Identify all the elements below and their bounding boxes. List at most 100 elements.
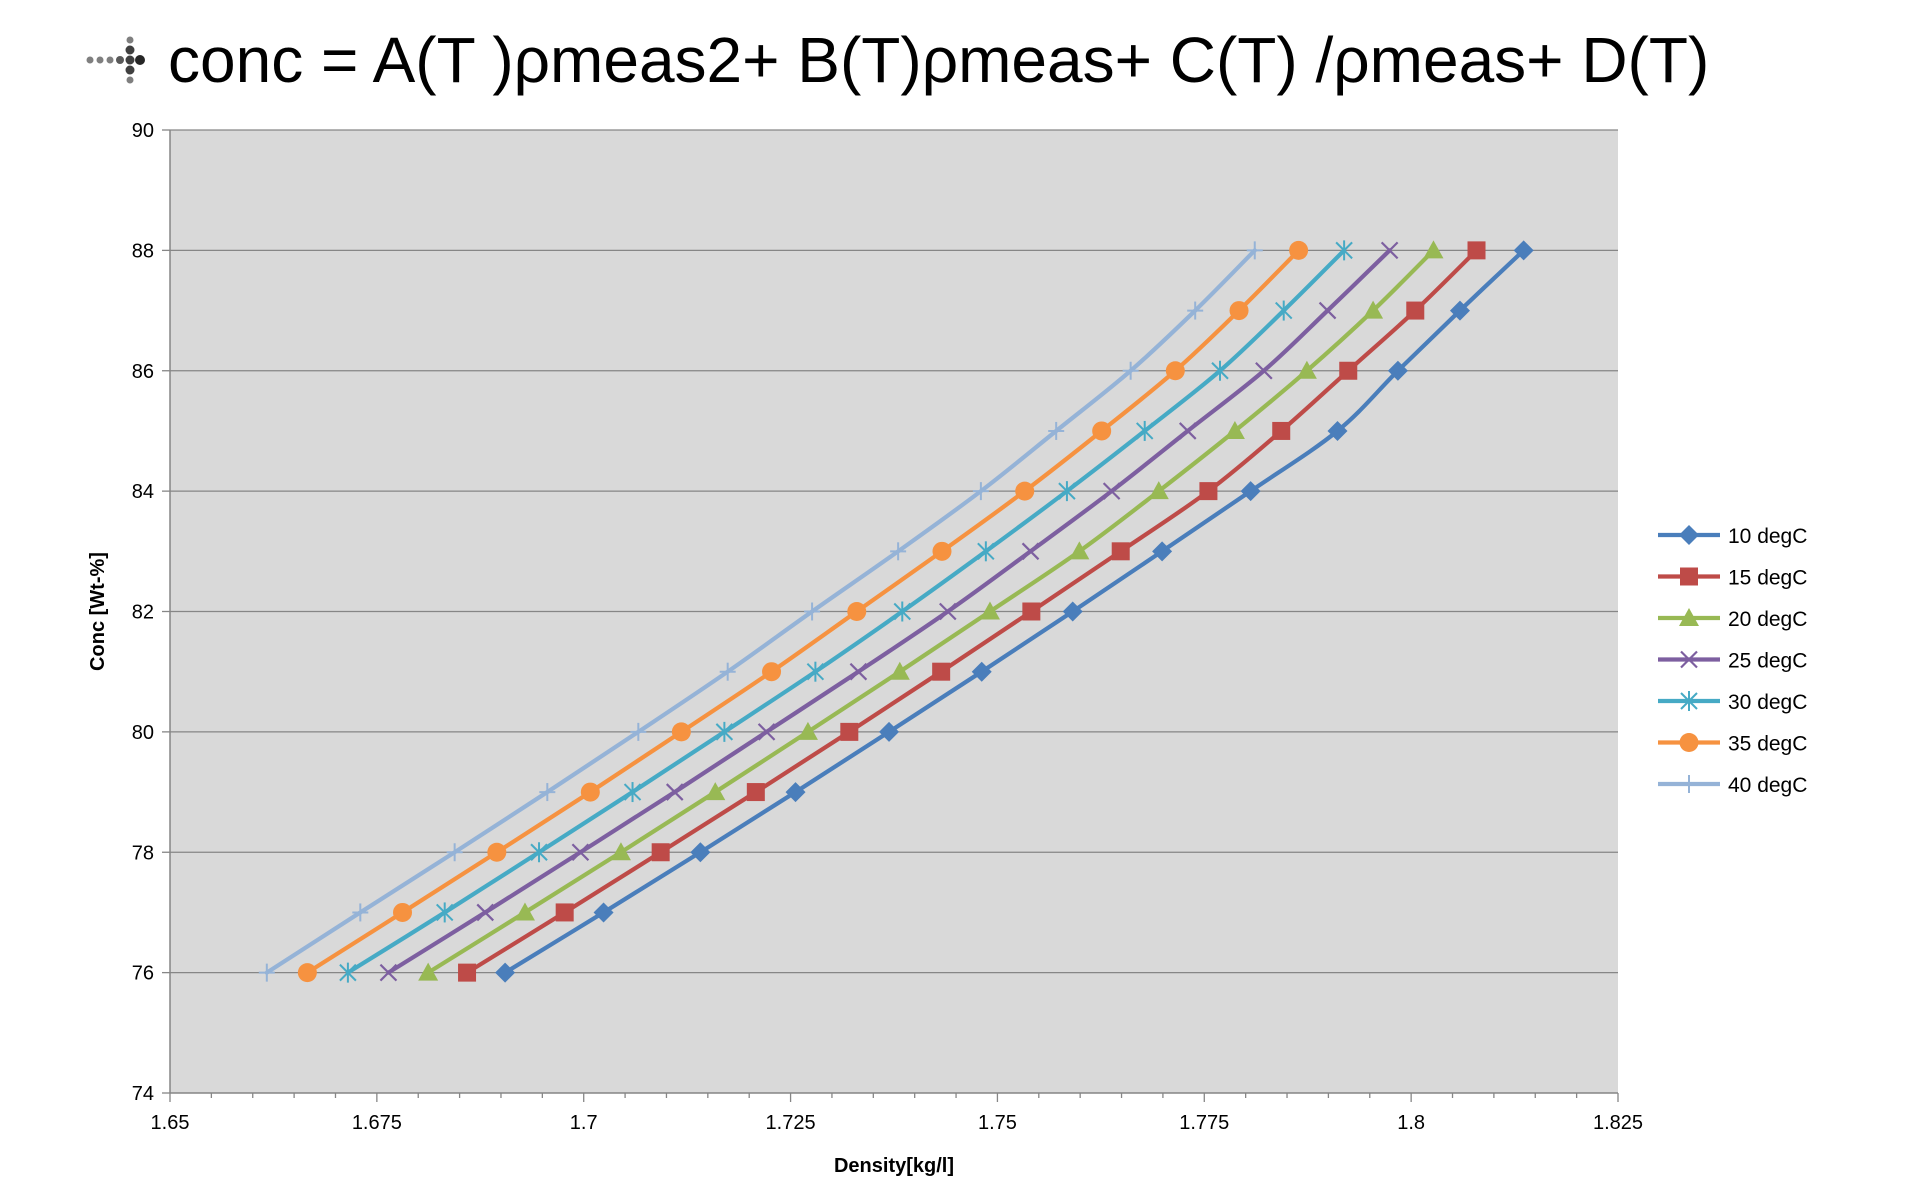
data-point-15-degc [651,843,670,862]
data-point-30-degc [806,661,825,682]
legend-item-10-degc: 10 degC [1658,525,1807,548]
data-point-40-degc [352,903,369,922]
slide-title: conc = A(T )ρmeas2+ B(T)ρmeas+ C(T) /ρme… [86,20,1709,100]
legend-label: 30 degC [1728,691,1807,714]
data-point-10-degc [495,962,516,983]
data-point-35-degc [1289,240,1309,260]
legend-label: 35 degC [1728,733,1807,756]
y-tick-label: 74 [132,1083,154,1105]
y-tick-label: 88 [132,240,154,262]
data-point-20-degc [1069,541,1090,560]
data-point-25-degc [939,602,957,621]
data-point-25-degc [1255,361,1273,380]
data-point-20-degc [1363,300,1384,319]
data-point-30-degc [435,902,454,923]
data-point-40-degc [258,963,275,982]
x-tick-label: 1.75 [978,1112,1017,1134]
data-point-40-degc [804,602,821,621]
legend-item-25-degc: 25 degC [1658,650,1807,673]
data-point-40-degc [446,843,463,862]
data-point-10-degc [1240,481,1261,502]
data-point-10-degc [593,902,614,923]
series-30-degc [339,240,1353,983]
y-tick-label: 84 [132,481,154,503]
data-point-35-degc [1165,361,1185,381]
data-point-30-degc [530,842,548,863]
data-point-10-degc [1513,240,1534,261]
legend-marker [1680,650,1698,669]
legend-item-40-degc: 40 degC [1658,774,1807,797]
legend-item-15-degc: 15 degC [1658,567,1807,590]
x-tick-label: 1.725 [766,1112,816,1134]
axes [162,129,1619,1102]
data-point-30-degc [623,782,642,803]
legend-item-35-degc: 35 degC [1658,733,1807,756]
data-point-35-degc [847,602,867,621]
data-point-35-degc [487,842,507,862]
data-point-20-degc [610,842,631,861]
legend-marker [1679,608,1699,626]
legend-label: 40 degC [1728,774,1807,797]
grid-lines [170,129,1618,974]
data-point-35-degc [1015,481,1035,501]
data-point-15-degc [932,662,951,681]
data-point-40-degc [539,783,556,802]
data-point-25-degc [1178,422,1197,440]
x-tick-label: 1.825 [1593,1112,1643,1134]
y-tick-label: 90 [132,120,154,142]
data-point-20-degc [705,782,726,801]
x-tick-label: 1.7 [570,1112,598,1134]
legend-label: 20 degC [1728,608,1807,631]
data-point-20-degc [797,721,818,740]
data-point-35-degc [762,662,782,682]
legend-marker [1681,775,1697,793]
data-point-10-degc [879,721,900,742]
series-15-degc [458,241,1486,982]
data-point-10-degc [1387,360,1408,381]
data-point-30-degc [977,541,995,562]
data-point-15-degc [1467,241,1486,260]
series-layer [258,240,1534,983]
y-tick-label: 80 [132,722,154,744]
data-point-30-degc [1275,300,1293,321]
data-point-15-degc [1111,542,1130,561]
data-point-40-degc [719,662,736,681]
legend-label: 10 degC [1728,525,1807,548]
data-point-15-degc [1199,482,1218,501]
data-point-35-degc [580,782,600,802]
y-axis-title: Conc [Wt-%] [87,552,109,671]
data-point-35-degc [932,541,952,561]
y-tick-label: 82 [132,602,154,624]
y-tick-label: 76 [132,963,154,985]
data-point-10-degc [971,661,992,682]
data-point-20-degc [1148,481,1169,500]
legend-marker [1679,733,1699,752]
data-point-15-degc [840,722,859,741]
data-point-10-degc [690,842,711,863]
data-point-10-degc [1327,420,1348,441]
data-point-20-degc [514,902,535,921]
data-point-30-degc [1136,420,1154,441]
series-20-degc [418,240,1444,981]
data-point-40-degc [1122,361,1139,380]
legend-marker [1680,567,1698,586]
legend-label: 25 degC [1728,650,1807,673]
data-point-40-degc [630,722,647,741]
data-point-40-degc [890,542,907,561]
x-axis-title: Density[kg/l] [834,1155,954,1177]
data-point-40-degc [1048,421,1065,440]
data-point-25-degc [1380,241,1399,260]
tick-labels: 74 76 78 80 82 84 86 88 90 1.65 1.675 1.7 1.725 1.75 1… [132,120,1643,1134]
x-tick-label: 1.775 [1179,1112,1229,1134]
data-point-25-degc [849,662,868,681]
data-point-20-degc [1296,360,1317,379]
dotted-arrow-bullet-icon [86,36,145,84]
data-point-25-degc [476,903,495,922]
data-point-30-degc [893,601,911,622]
data-point-35-degc [1092,421,1112,441]
data-point-15-degc [1406,301,1425,320]
data-point-35-degc [1229,301,1249,321]
data-point-15-degc [458,963,477,982]
data-point-25-degc [1102,482,1121,500]
